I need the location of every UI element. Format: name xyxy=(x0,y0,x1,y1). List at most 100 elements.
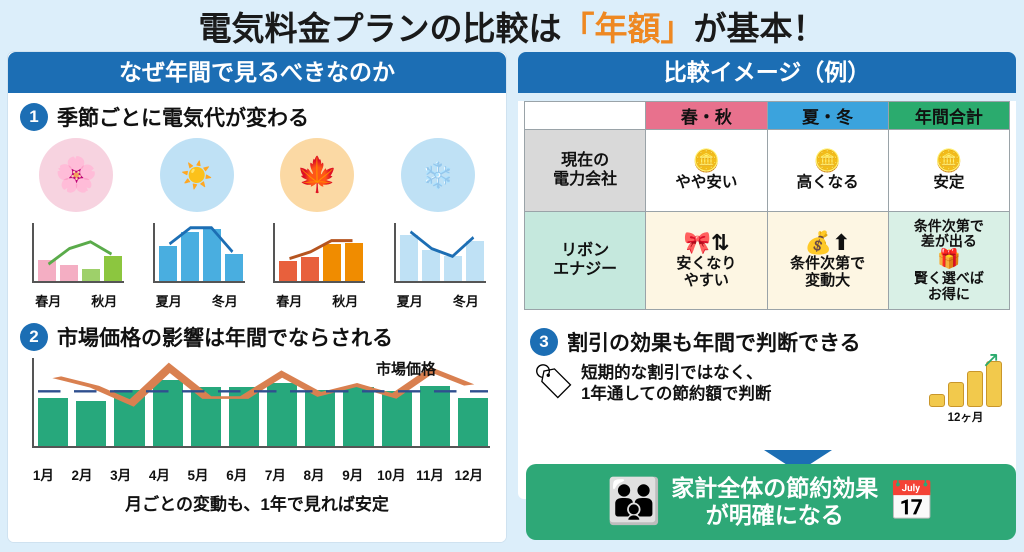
bar xyxy=(986,360,1002,407)
month-label: 5月 xyxy=(187,468,209,483)
season-winter: ❄️ xyxy=(382,138,494,212)
section-1-number: 1 xyxy=(20,103,48,131)
market-price-month-labels: 1月 2月 3月 4月 5月 6月 7月 8月 9月 10月 11月 12月 xyxy=(24,464,488,484)
bar xyxy=(948,382,964,407)
banner-line-1: 家計全体の節約効果 xyxy=(671,474,879,501)
bar xyxy=(343,387,374,446)
cell-current-summer-winter: 🪙 高くなる xyxy=(766,129,889,212)
section-1-title: 季節ごとに電気代が変わる xyxy=(57,107,309,130)
bar xyxy=(301,257,320,281)
bar xyxy=(104,255,123,281)
bar xyxy=(457,397,489,446)
right-panel: 比較イメージ（例） 春・秋 夏・冬 年間合計 現在の 電力会社 🪙 やや安い xyxy=(518,52,1016,542)
cell-ribbon-annual: 条件次第で 差が出る 🎁 賢く選べば お得に xyxy=(887,211,1011,310)
market-price-chart: 市場価格 xyxy=(22,356,496,464)
bar xyxy=(60,265,79,281)
bar xyxy=(305,389,336,446)
spring-mini-chart: 春月 秋月 xyxy=(20,218,132,310)
season-spring: 🌸 xyxy=(20,138,132,212)
month-label: 2月 xyxy=(71,468,93,483)
cell-ribbon-summer-winter: 💰⬆ 条件次第で 変動大 xyxy=(766,211,889,310)
comparison-table: 春・秋 夏・冬 年間合計 現在の 電力会社 🪙 やや安い 🪙 高くなる xyxy=(523,101,1011,310)
autumn-mini-chart: 春月 秋月 xyxy=(261,218,373,310)
bar xyxy=(279,260,298,281)
season-summer: ☀️ xyxy=(141,138,253,212)
section-1-heading-row: 1 季節ごとに電気代が変わる xyxy=(8,93,506,132)
row-label-current-provider: 現在の 電力会社 xyxy=(523,129,647,212)
season-mini-charts: 春月 秋月 夏月 冬月 xyxy=(8,212,506,310)
section-3-title: 割引の効果も年間で判断できる xyxy=(567,332,861,355)
page-title: 電気料金プランの比較は「年額」が基本！ xyxy=(0,0,1024,52)
month-label: 7月 xyxy=(264,468,286,483)
bar xyxy=(202,229,221,281)
bar xyxy=(323,244,342,281)
spring-label-right: 秋月 xyxy=(91,294,118,309)
bar xyxy=(76,401,107,446)
table-corner-cell xyxy=(523,101,647,130)
section-3-heading-row: 3 割引の効果も年間で判断できる xyxy=(526,318,1016,357)
month-label: 12月 xyxy=(454,468,483,483)
autumn-label-right: 秋月 xyxy=(332,294,359,309)
calendar-icon: 📅 xyxy=(888,481,936,523)
cell-current-annual: 🪙 安定 xyxy=(887,129,1011,212)
bar xyxy=(180,231,199,281)
summer-label-right: 冬月 xyxy=(211,294,238,309)
bar xyxy=(267,383,298,446)
result-banner: 👪 家計全体の節約効果 が明確になる 📅 xyxy=(526,464,1016,540)
bar xyxy=(38,397,69,446)
bar xyxy=(345,242,364,281)
gift-coins-icon: 🎁 xyxy=(937,249,961,270)
sun-aircon-icon: ☀️ xyxy=(159,138,234,212)
month-label: 3月 xyxy=(110,468,132,483)
snowflake-heater-icon: ❄️ xyxy=(400,138,475,212)
bar xyxy=(224,254,243,281)
autumn-leaf-icon: 🍁 xyxy=(280,138,355,212)
month-label: 4月 xyxy=(148,468,170,483)
bar xyxy=(967,370,983,407)
month-label: 1月 xyxy=(32,468,54,483)
month-label: 10月 xyxy=(377,468,406,483)
money-bag-arrows-icon: 💰⬆ xyxy=(804,229,851,255)
silver-coins-icon: 🪙 xyxy=(692,147,721,173)
bar xyxy=(421,249,440,281)
coins-caption: 12ヶ月 xyxy=(947,412,984,424)
section-2-caption: 月ごとの変動も、1年で見れば安定 xyxy=(125,495,389,514)
bar xyxy=(158,246,177,281)
left-panel: なぜ年間で見るべきなのか 1 季節ごとに電気代が変わる 🌸 ☀️ xyxy=(8,52,506,542)
summer-mini-chart: 夏月 冬月 xyxy=(141,218,253,310)
winter-label-right: 冬月 xyxy=(452,294,479,309)
panels-container: なぜ年間で見るべきなのか 1 季節ごとに電気代が変わる 🌸 ☀️ xyxy=(0,52,1024,542)
bar xyxy=(419,385,450,446)
winter-label-left: 夏月 xyxy=(396,294,423,309)
bar xyxy=(443,256,462,281)
season-icon-row: 🌸 ☀️ 🍁 ❄️ xyxy=(8,132,506,212)
section-3: 3 割引の効果も年間で判断できる 🏷 短期的な割引ではなく、 1年通しての節約額… xyxy=(526,318,1016,425)
bar xyxy=(381,390,412,446)
up-arrow-icon: ↗ xyxy=(981,347,1000,372)
percent-tag-icon: 🏷 xyxy=(532,363,576,401)
summer-label-left: 夏月 xyxy=(155,294,182,309)
month-label: 8月 xyxy=(303,468,325,483)
savings-coin-chart: ↗ 12ヶ月 xyxy=(929,347,1002,425)
coin-stack-icon: 🪙 xyxy=(935,147,963,173)
market-price-legend: 市場価格 xyxy=(375,361,436,378)
bar xyxy=(38,259,57,281)
month-label: 11月 xyxy=(416,468,444,483)
winter-mini-chart: 夏月 冬月 xyxy=(382,218,494,310)
ribbon-arrow-icon: 🎀⇅ xyxy=(683,229,730,255)
left-panel-header: なぜ年間で見るべきなのか xyxy=(8,52,506,93)
month-label: 9月 xyxy=(342,468,364,483)
title-highlight: 「年額」 xyxy=(561,10,694,47)
cell-ribbon-spring-autumn: 🎀⇅ 安くなり やすい xyxy=(645,211,768,310)
title-post: が基本！ xyxy=(693,10,826,47)
column-header-spring-autumn: 春・秋 xyxy=(645,101,768,130)
cherry-blossom-icon: 🌸 xyxy=(39,138,114,212)
left-panel-body: 1 季節ごとに電気代が変わる 🌸 ☀️ 🍁 xyxy=(8,93,506,542)
section-2-heading-row: 2 市場価格の影響は年間でならされる xyxy=(8,310,506,352)
section-3-number: 3 xyxy=(530,328,558,356)
section-3-line-1: 短期的な割引ではなく、 xyxy=(581,364,763,382)
table-header-row: 春・秋 夏・冬 年間合計 xyxy=(523,101,1011,130)
banner-line-2: が明確になる xyxy=(705,502,844,528)
row-label-ribbon-energy: リボン エナジー xyxy=(523,211,647,310)
table-row: リボン エナジー 🎀⇅ 安くなり やすい 💰⬆ 条件次第で 変動大 条件次第で 差が出る… xyxy=(523,211,1011,310)
